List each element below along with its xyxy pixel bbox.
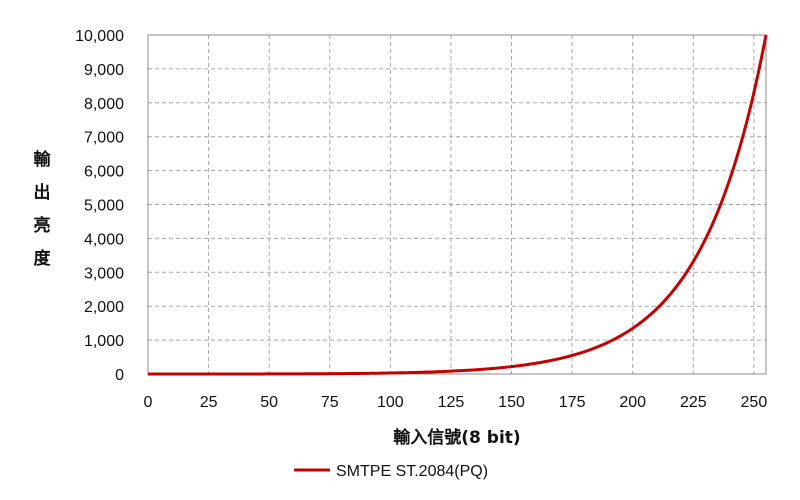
y-tick-label: 8,000 [84, 96, 124, 113]
y-axis-title-char: 出 [34, 182, 51, 203]
grid-lines [148, 35, 766, 374]
x-axis-tick-labels: 0 25 50 75 100 125 150 175 200 225 250 [144, 394, 768, 411]
y-axis-title-char: 亮 [34, 215, 51, 236]
y-axis-title-char: 輸 [34, 149, 52, 170]
y-axis-tick-labels: 0 1,000 2,000 3,000 4,000 5,000 6,000 7,000 8,00… [75, 28, 124, 384]
x-tick-label: 200 [619, 394, 646, 411]
x-tick-label: 50 [260, 394, 278, 411]
x-tick-label: 25 [200, 394, 218, 411]
y-tick-label: 10,000 [75, 28, 124, 45]
x-tick-label: 250 [741, 394, 768, 411]
x-tick-label: 0 [144, 394, 153, 411]
x-tick-label: 150 [498, 394, 525, 411]
x-tick-label: 225 [680, 394, 707, 411]
legend-label-pq: SMTPE ST.2084(PQ) [336, 463, 488, 480]
y-tick-label: 6,000 [84, 164, 124, 181]
x-tick-label: 75 [321, 394, 339, 411]
y-tick-label: 5,000 [84, 198, 124, 215]
y-tick-label: 0 [115, 367, 124, 384]
plot-area-border [147, 34, 767, 375]
y-tick-label: 7,000 [84, 130, 124, 147]
x-axis-title: 輸入信號(8 bit) [393, 427, 520, 448]
y-tick-label: 9,000 [84, 62, 124, 79]
y-axis-title-char: 度 [34, 248, 52, 269]
x-tick-label: 125 [438, 394, 465, 411]
x-tick-label: 100 [377, 394, 404, 411]
y-tick-label: 3,000 [84, 265, 124, 282]
y-tick-label: 1,000 [84, 333, 124, 350]
y-tick-label: 2,000 [84, 299, 124, 316]
y-tick-label: 4,000 [84, 231, 124, 248]
series-line-pq [148, 34, 768, 376]
x-tick-label: 175 [559, 394, 586, 411]
